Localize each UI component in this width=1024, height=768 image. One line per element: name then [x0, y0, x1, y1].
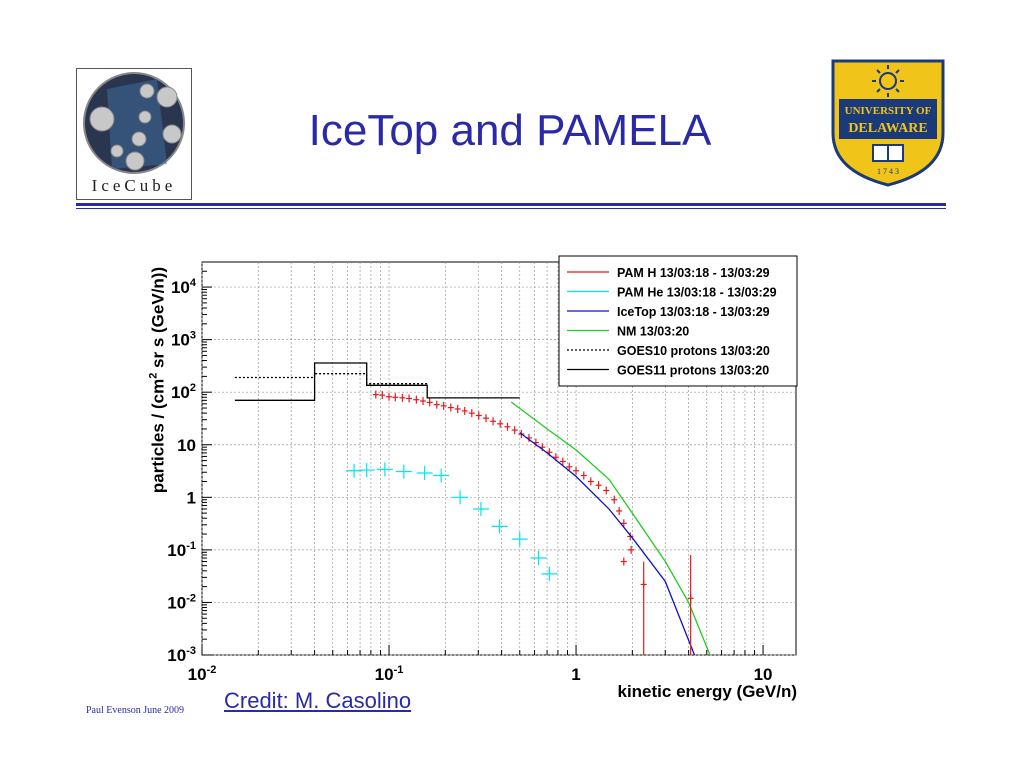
y-tick-label: 10 [177, 436, 196, 455]
x-axis-label: kinetic energy (GeV/n) [618, 682, 798, 701]
legend-label: PAM He 13/03:18 - 13/03:29 [617, 286, 777, 300]
data-point [392, 393, 399, 402]
y-tick-label: 104 [171, 277, 197, 297]
data-point [620, 519, 627, 528]
data-point [399, 393, 406, 402]
data-point [482, 414, 489, 423]
data-point [580, 471, 587, 480]
data-point [379, 391, 386, 400]
data-point [627, 532, 634, 541]
data-point [504, 422, 511, 431]
data-point [620, 557, 627, 566]
y-tick-label: 10-1 [167, 540, 196, 560]
data-point [611, 495, 618, 504]
y-tick-label: 10-2 [167, 592, 196, 612]
logo-university-of: UNIVERSITY OF [845, 105, 932, 117]
data-point [461, 406, 468, 415]
data-point [491, 519, 508, 534]
y-axis-label: particles / (cm2 sr s (GeV/n)) [147, 266, 168, 494]
data-point [566, 462, 573, 471]
data-point [433, 400, 440, 409]
data-point [511, 426, 518, 435]
data-point [433, 468, 450, 483]
legend-label: NM 13/03:20 [617, 325, 689, 339]
data-point [468, 409, 475, 418]
data-point [559, 457, 566, 466]
y-tick-label: 10-3 [167, 645, 196, 665]
data-point [530, 551, 547, 566]
icecube-wordmark: IceCube [91, 176, 177, 195]
data-point [426, 398, 433, 407]
data-point [358, 463, 375, 478]
data-point [628, 545, 635, 554]
y-tick-label: 1 [187, 488, 196, 507]
data-point [490, 417, 497, 426]
data-point [395, 464, 412, 479]
data-point [454, 404, 461, 413]
legend-box [558, 255, 798, 387]
logo-year: 1 7 4 3 [877, 167, 899, 176]
data-point [511, 532, 528, 547]
legend-label: GOES10 protons 13/03:20 [617, 344, 770, 358]
icecube-logo: IceCube [76, 68, 192, 200]
series-line [234, 362, 520, 401]
data-point [372, 390, 379, 399]
credit-link[interactable]: Credit: M. Casolino [224, 688, 412, 713]
y-tick-label: 103 [171, 330, 196, 350]
data-point [416, 466, 433, 481]
data-point [595, 481, 602, 490]
data-point [346, 463, 363, 478]
data-point [452, 490, 469, 505]
x-tick-label: 10 [754, 665, 773, 684]
data-point [541, 566, 558, 581]
header-rule-thin [76, 208, 946, 209]
data-point [472, 501, 489, 516]
y-tick-label: 102 [171, 382, 196, 402]
legend-label: PAM H 13/03:18 - 13/03:29 [617, 266, 770, 280]
footer-text: Paul Evenson June 2009 [86, 705, 185, 716]
series-line [519, 432, 696, 656]
x-tick-label: 1 [571, 665, 580, 684]
header-rule [76, 203, 946, 206]
data-point [587, 477, 594, 486]
data-point [447, 403, 454, 412]
legend-label: GOES11 protons 13/03:20 [617, 364, 769, 378]
logo-delaware: DELAWARE [848, 121, 927, 136]
data-point [440, 401, 447, 410]
data-point [420, 397, 427, 406]
slide-title: IceTop and PAMELA [308, 106, 712, 155]
data-point [573, 466, 580, 475]
data-point [413, 395, 420, 404]
data-point [376, 462, 393, 477]
series-line [510, 401, 711, 656]
series-line [234, 373, 428, 385]
data-point [603, 486, 610, 495]
x-tick-label: 10-2 [188, 664, 217, 684]
data-point [497, 419, 504, 428]
university-of-delaware-logo: UNIVERSITY OF DELAWARE 1 7 4 3 [829, 55, 947, 187]
x-tick-label: 10-1 [375, 664, 404, 684]
data-point [475, 411, 482, 420]
data-point [616, 506, 623, 515]
data-point [406, 394, 413, 403]
data-point [386, 392, 393, 401]
legend-label: IceTop 13/03:18 - 13/03:29 [617, 305, 770, 319]
